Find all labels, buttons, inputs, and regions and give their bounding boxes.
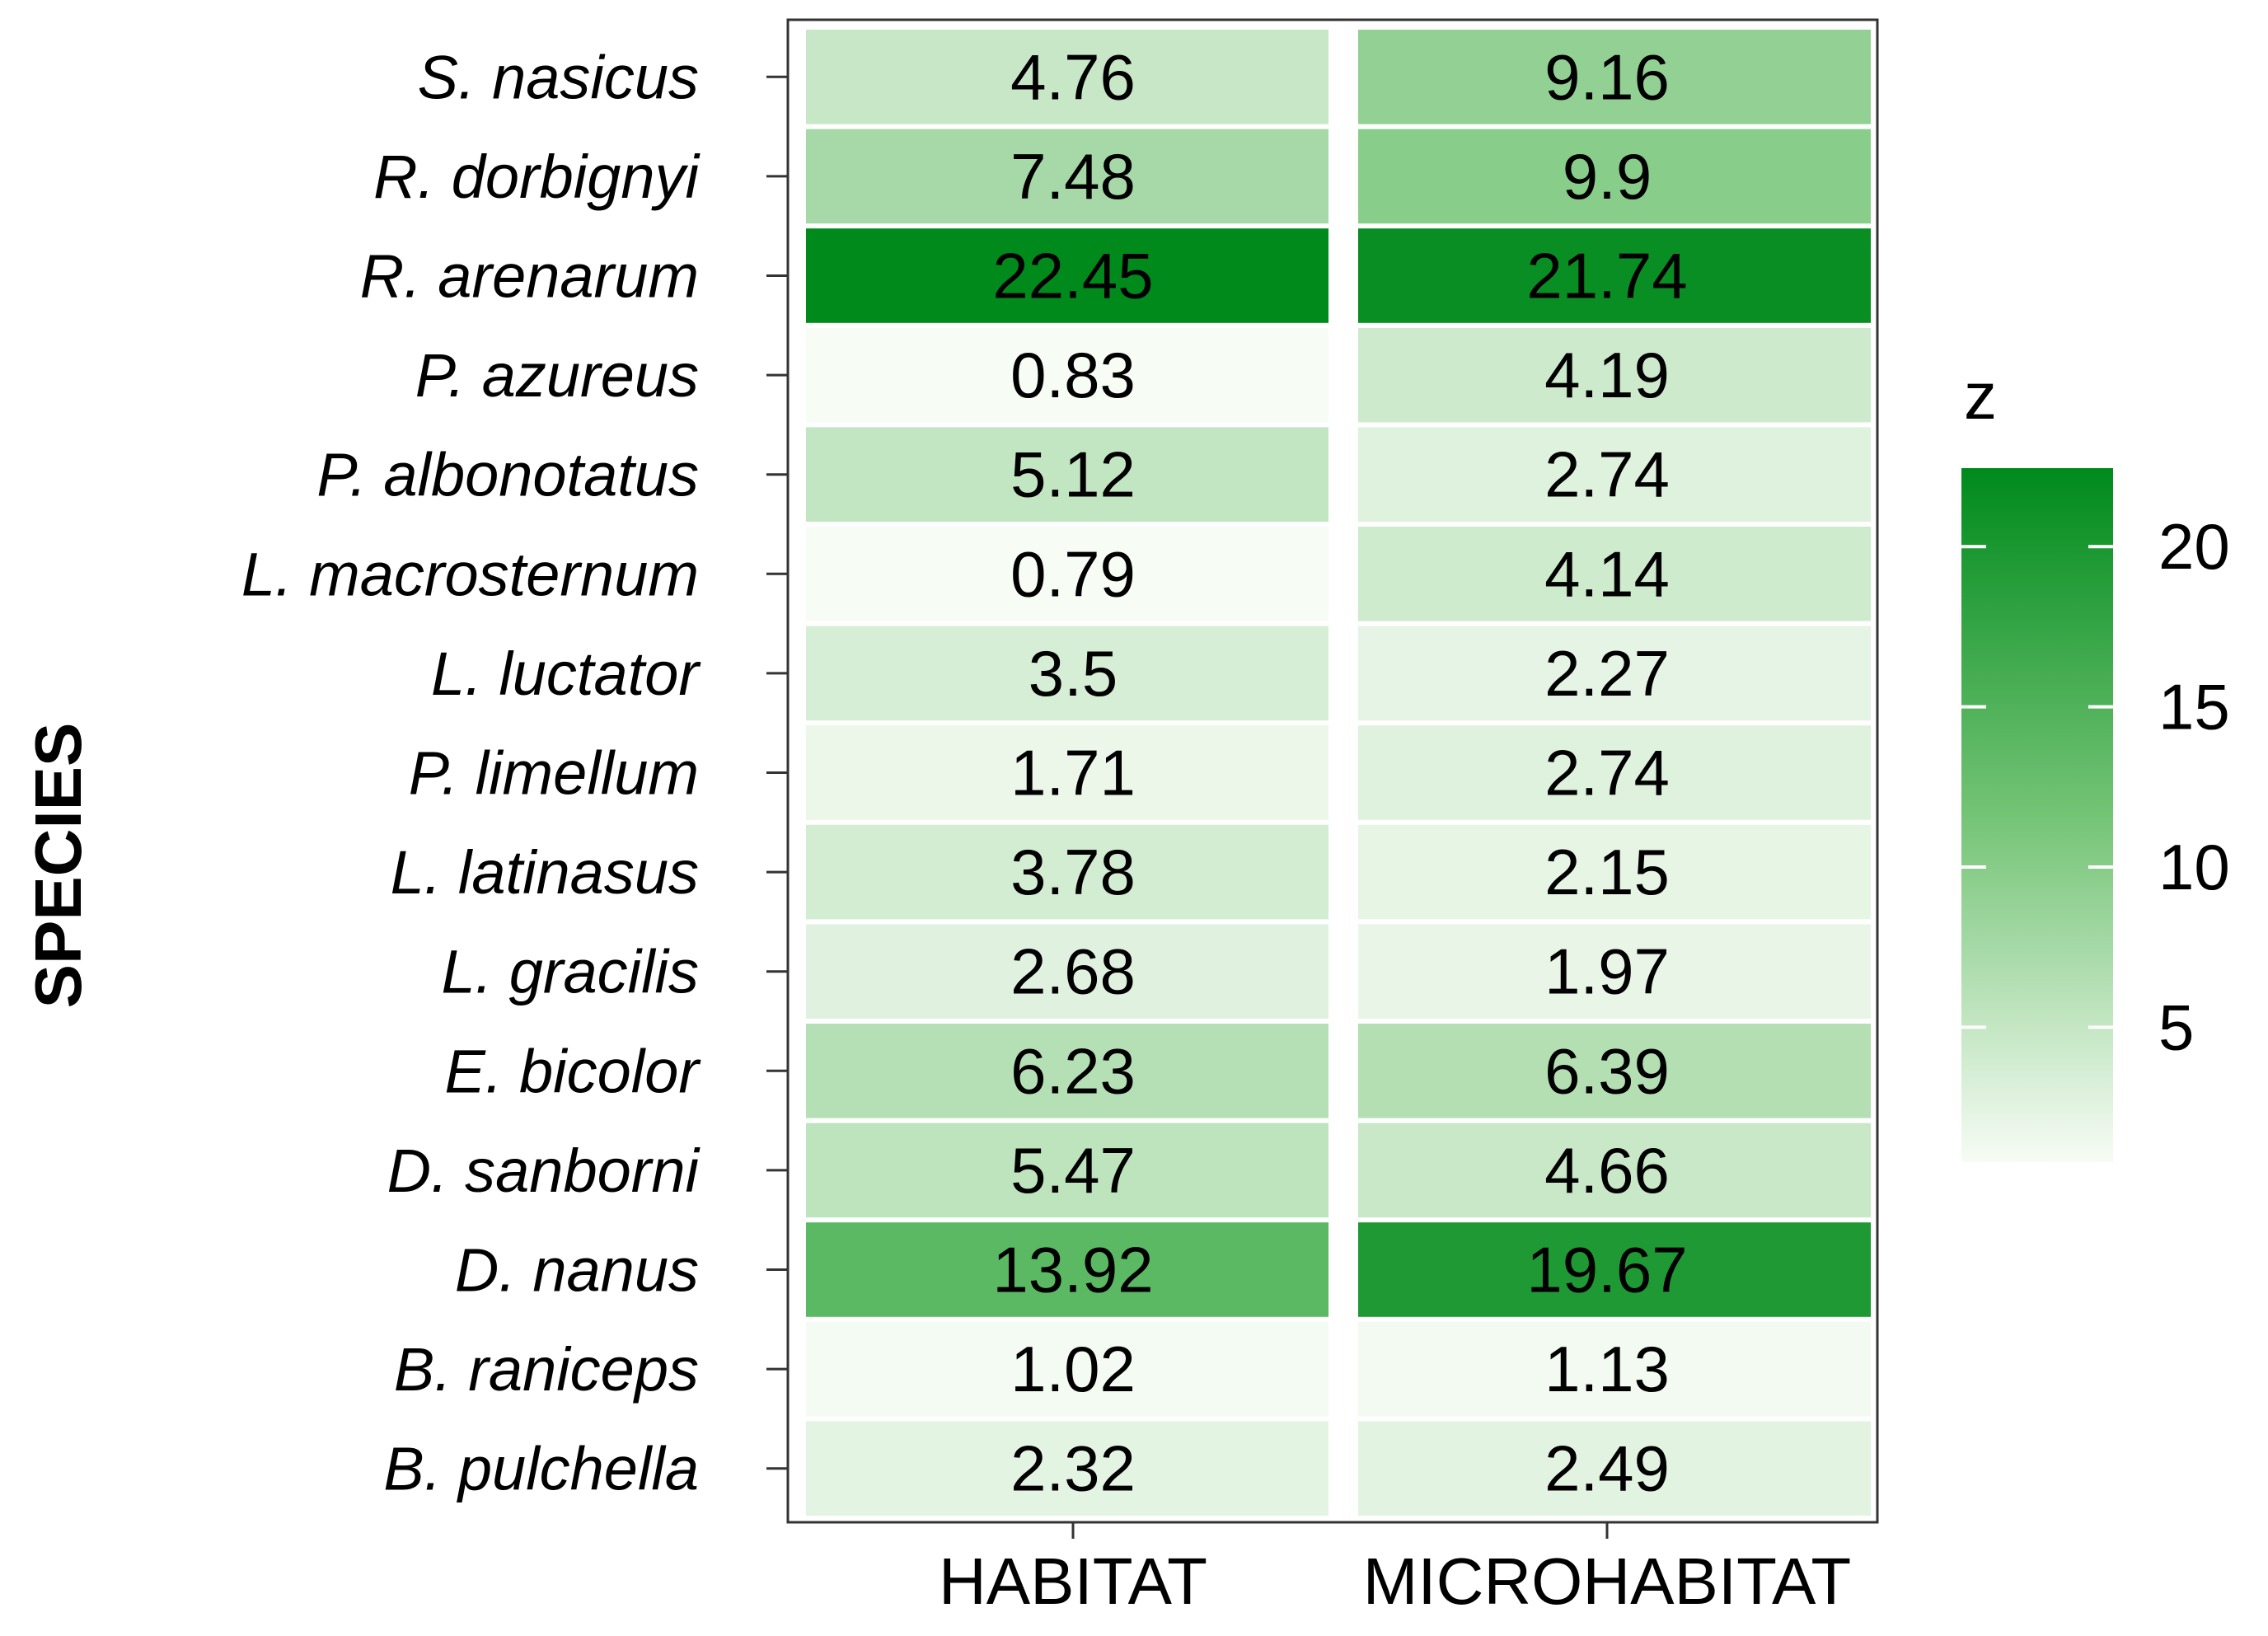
heatmap-cell	[1358, 527, 1871, 621]
panel-border	[786, 18, 1879, 1524]
y-tick-label: B. pulchella	[383, 1435, 699, 1503]
heatmap-cell	[806, 1222, 1328, 1317]
cell-value-label: 2.49	[1544, 1432, 1670, 1505]
heatmap-cell	[806, 824, 1328, 920]
cell-value-label: 2.27	[1544, 637, 1670, 710]
y-tick-label: R. arenarum	[360, 242, 699, 311]
heatmap-cell	[1358, 327, 1871, 423]
cell-value-label: 22.45	[992, 240, 1153, 312]
cell-value-label: 4.14	[1544, 537, 1670, 610]
legend-tick-label: 20	[2158, 510, 2230, 583]
cell-value-label: 4.19	[1544, 339, 1670, 411]
heatmap-cell	[1358, 824, 1871, 920]
heatmap-cell	[1358, 725, 1871, 820]
heatmap-cell	[806, 1024, 1328, 1118]
y-tick-label: L. gracilis	[441, 938, 699, 1006]
cell-value-label: 3.78	[1010, 836, 1136, 908]
heatmap-cell	[806, 30, 1328, 124]
y-tick-label: L. luctator	[431, 640, 701, 708]
heatmap-cell	[806, 725, 1328, 820]
cell-value-label: 4.66	[1544, 1134, 1670, 1207]
cell-value-label: 2.15	[1544, 836, 1670, 908]
cell-value-label: 9.9	[1563, 140, 1652, 213]
heatmap-cell	[1358, 427, 1871, 522]
cell-value-label: 21.74	[1526, 240, 1687, 312]
y-tick-label: R. dorbignyi	[373, 143, 701, 211]
cell-value-label: 1.02	[1010, 1333, 1136, 1405]
y-tick-label: P. azureus	[415, 341, 699, 410]
cell-value-label: 19.67	[1526, 1234, 1687, 1306]
legend: z 5 10 15 20	[1961, 359, 2230, 1162]
cell-value-label: 1.13	[1544, 1333, 1670, 1405]
heatmap-cell	[806, 129, 1328, 224]
legend-title: z	[1964, 359, 1997, 433]
cell-value-label: 4.76	[1010, 40, 1136, 113]
y-tick-label: P. albonotatus	[316, 441, 699, 509]
cell-value-label: 1.97	[1544, 935, 1670, 1008]
heatmap-cell	[1358, 1024, 1871, 1118]
cell-value-label: 2.74	[1544, 438, 1670, 511]
heatmap-cell	[1358, 129, 1871, 224]
heatmap-cells: 4.76 9.16 7.48 9.9 22.45 21.74 0.83 4.19 5.12 2.7…	[806, 30, 1871, 1516]
y-tick-label: L. latinasus	[391, 838, 699, 907]
x-tick-label: MICROHABITAT	[1363, 1545, 1852, 1618]
y-tick-label: L. macrosternum	[241, 540, 699, 608]
legend-tick-label: 15	[2158, 671, 2230, 743]
cell-value-label: 3.5	[1029, 637, 1118, 710]
heatmap-cell	[806, 327, 1328, 423]
heatmap-cell	[806, 427, 1328, 522]
cell-value-label: 9.16	[1544, 40, 1670, 113]
y-tick-label: B. raniceps	[394, 1335, 699, 1404]
legend-tick-label: 5	[2158, 991, 2194, 1063]
heatmap-cell	[806, 626, 1328, 721]
heatmap-cell	[1358, 626, 1871, 721]
legend-colorbar	[1961, 468, 2113, 1162]
heatmap-cell	[1358, 1123, 1871, 1218]
x-tick-label: HABITAT	[939, 1545, 1207, 1618]
cell-value-label: 0.79	[1010, 537, 1136, 610]
heatmap-cell	[1358, 1222, 1871, 1317]
heatmap-cell	[806, 1421, 1328, 1516]
heatmap-cell	[806, 228, 1328, 323]
cell-value-label: 6.39	[1544, 1034, 1670, 1107]
cell-value-label: 6.23	[1010, 1034, 1136, 1107]
y-tick-label: E. bicolor	[445, 1037, 702, 1105]
y-axis: S. nasicus R. dorbignyi R. arenarum P. azur…	[241, 43, 788, 1503]
heatmap-cell	[1358, 30, 1871, 124]
x-axis: HABITAT MICROHABITAT	[939, 1522, 1851, 1618]
y-tick-label: D. nanus	[455, 1236, 699, 1305]
heatmap-cell	[1358, 228, 1871, 323]
cell-value-label: 0.83	[1010, 339, 1136, 411]
cell-value-label: 2.32	[1010, 1432, 1136, 1505]
heatmap-cell	[806, 527, 1328, 621]
heatmap-cell	[806, 1321, 1328, 1417]
heatmap-cell	[1358, 1421, 1871, 1516]
cell-value-label: 2.74	[1544, 737, 1670, 809]
heatmap-cell	[1358, 1321, 1871, 1417]
heatmap-cell	[806, 924, 1328, 1019]
y-tick-label: S. nasicus	[418, 43, 699, 111]
y-axis-title: SPECIES	[21, 723, 95, 1009]
y-tick-label: P. limellum	[409, 739, 699, 808]
cell-value-label: 5.47	[1010, 1134, 1136, 1207]
heatmap-cell	[806, 1123, 1328, 1218]
cell-value-label: 1.71	[1010, 737, 1136, 809]
cell-value-label: 5.12	[1010, 438, 1136, 511]
cell-value-label: 7.48	[1010, 140, 1136, 213]
cell-value-label: 13.92	[992, 1234, 1153, 1306]
cell-value-label: 2.68	[1010, 935, 1136, 1008]
legend-tick-label: 10	[2158, 831, 2230, 903]
y-tick-label: D. sanborni	[387, 1137, 701, 1205]
heatmap-cell	[1358, 924, 1871, 1019]
